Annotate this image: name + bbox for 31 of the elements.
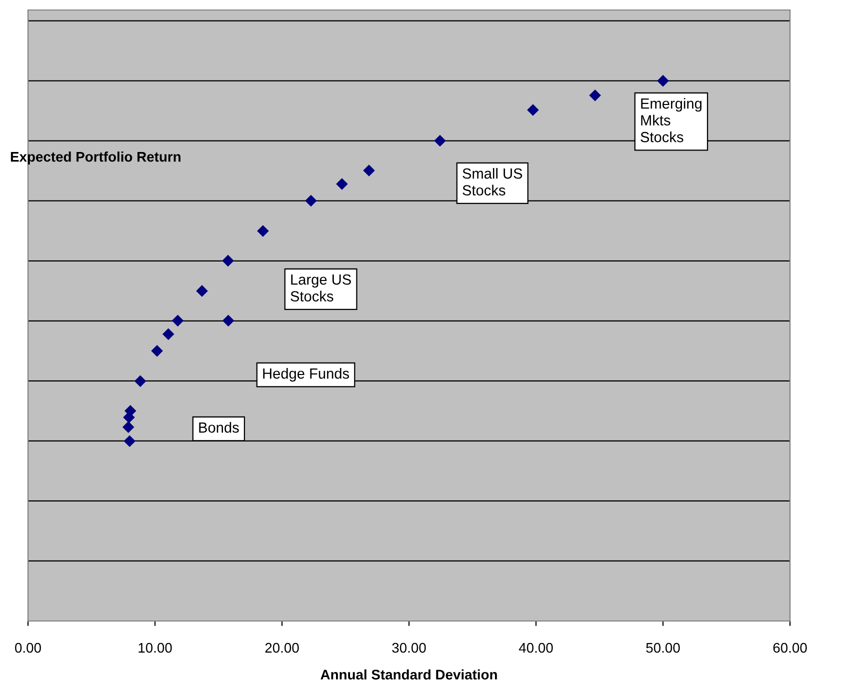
x-axis-title: Annual Standard Deviation — [320, 669, 497, 680]
point — [305, 195, 317, 206]
x-tick-label: 60.00 — [773, 642, 807, 653]
point — [151, 345, 163, 357]
point — [222, 315, 234, 326]
annotation: Bonds — [199, 422, 239, 433]
x-tick-label: 0.00 — [15, 642, 41, 653]
point — [589, 90, 601, 102]
point — [172, 315, 184, 326]
point — [363, 164, 375, 176]
x-tick-label: 40.00 — [518, 642, 553, 653]
y-axis-title: Expected Portfolio Return — [10, 152, 180, 164]
point — [657, 75, 669, 86]
point — [162, 328, 174, 340]
x-tick-label: 10.00 — [138, 642, 172, 653]
annotation: Large US Stocks — [290, 274, 351, 302]
point — [134, 376, 146, 387]
annotation: Small US Stocks — [462, 168, 522, 196]
point — [527, 104, 539, 116]
point — [196, 285, 208, 297]
x-tick-label: 50.00 — [646, 642, 680, 653]
point — [222, 255, 234, 266]
annotation: Hedge Funds — [263, 368, 350, 382]
x-tick-label: 30.00 — [392, 642, 426, 653]
point — [124, 436, 136, 447]
x-tick-label: 20.00 — [265, 642, 299, 653]
point — [257, 225, 269, 237]
point — [434, 135, 446, 146]
annotation: Emerging Mkts Stocks — [640, 98, 702, 142]
point — [122, 421, 134, 433]
point — [336, 178, 348, 190]
